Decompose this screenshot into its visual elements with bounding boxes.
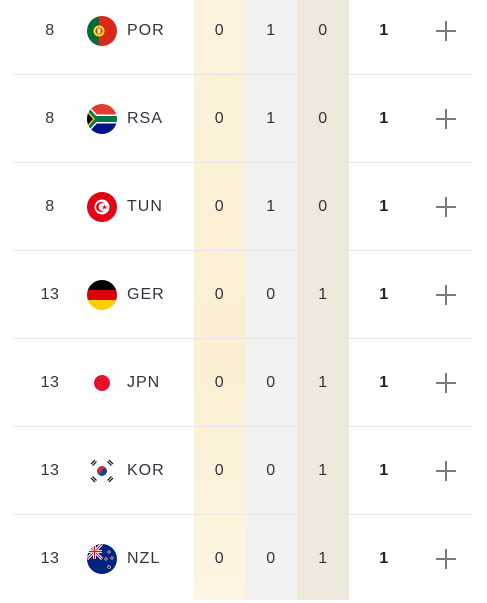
expand-button[interactable]	[428, 75, 464, 163]
country-code: JPN	[127, 374, 161, 391]
expand-button[interactable]	[428, 251, 464, 339]
total-count: 1	[379, 550, 389, 567]
total-count: 1	[379, 286, 389, 303]
rank: 13	[40, 286, 60, 303]
bronze-column-background	[297, 0, 349, 600]
row-divider	[14, 426, 473, 427]
rank: 13	[40, 374, 60, 391]
bronze-count: 0	[318, 110, 328, 127]
rank: 8	[45, 198, 55, 215]
country-code: GER	[127, 286, 165, 303]
table-row[interactable]: 13 JPN 0 0 1 1	[0, 339, 487, 427]
plus-icon	[436, 109, 456, 129]
south-korea-flag-icon	[87, 456, 117, 486]
total-count: 1	[379, 462, 389, 479]
gold-count: 0	[214, 110, 225, 127]
silver-count: 0	[266, 374, 276, 391]
silver-count: 0	[266, 462, 276, 479]
table-row[interactable]: 8 POR 0 1 0 1	[0, 0, 487, 75]
total-count: 1	[379, 110, 389, 127]
silver-count: 0	[266, 286, 276, 303]
gold-count: 0	[214, 550, 225, 567]
expand-button[interactable]	[428, 339, 464, 427]
expand-button[interactable]	[428, 427, 464, 515]
new-zealand-flag-icon	[87, 544, 117, 574]
portugal-flag-icon	[87, 16, 117, 46]
country-code: POR	[127, 22, 165, 39]
rank: 13	[40, 462, 60, 479]
total-count: 1	[379, 22, 389, 39]
bronze-count: 0	[318, 198, 328, 215]
row-divider	[14, 338, 473, 339]
silver-count: 1	[266, 110, 276, 127]
bronze-count: 1	[318, 550, 328, 567]
gold-count: 0	[214, 286, 225, 303]
country-code: KOR	[127, 462, 165, 479]
plus-icon	[436, 461, 456, 481]
plus-icon	[436, 549, 456, 569]
silver-column-background	[245, 0, 297, 600]
plus-icon	[436, 21, 456, 41]
gold-column-background	[194, 0, 245, 600]
gold-count: 0	[214, 462, 225, 479]
row-divider	[14, 162, 473, 163]
germany-flag-icon	[87, 280, 117, 310]
total-count: 1	[379, 198, 389, 215]
tunisia-flag-icon	[87, 192, 117, 222]
south-africa-flag-icon	[87, 104, 117, 134]
plus-icon	[436, 197, 456, 217]
gold-count: 0	[214, 198, 225, 215]
country-code: RSA	[127, 110, 163, 127]
bronze-count: 1	[318, 374, 328, 391]
silver-count: 0	[266, 550, 276, 567]
country-code: NZL	[127, 550, 161, 567]
japan-flag-icon	[87, 368, 117, 398]
table-row[interactable]: 8 TUN 0 1 0 1	[0, 163, 487, 251]
table-row[interactable]: 13 NZL 0 0	[0, 515, 487, 603]
silver-count: 1	[266, 22, 276, 39]
country-code: TUN	[127, 198, 163, 215]
rank: 8	[45, 22, 55, 39]
expand-button[interactable]	[428, 515, 464, 603]
plus-icon	[436, 285, 456, 305]
table-row[interactable]: 13 GER 0 0 1 1	[0, 251, 487, 339]
rank: 13	[40, 550, 60, 567]
plus-icon	[436, 373, 456, 393]
row-divider	[14, 250, 473, 251]
gold-count: 0	[214, 374, 225, 391]
rank: 8	[45, 110, 55, 127]
row-divider	[14, 74, 473, 75]
silver-count: 1	[266, 198, 276, 215]
row-divider	[14, 514, 473, 515]
total-count: 1	[379, 374, 389, 391]
table-row[interactable]: 13 KOR 0 0 1 1	[0, 427, 487, 515]
bronze-count: 1	[318, 286, 328, 303]
bronze-count: 0	[318, 22, 328, 39]
expand-button[interactable]	[428, 0, 464, 75]
gold-count: 0	[214, 22, 225, 39]
table-row[interactable]: 8 RSA 0 1 0 1	[0, 75, 487, 163]
expand-button[interactable]	[428, 163, 464, 251]
bronze-count: 1	[318, 462, 328, 479]
